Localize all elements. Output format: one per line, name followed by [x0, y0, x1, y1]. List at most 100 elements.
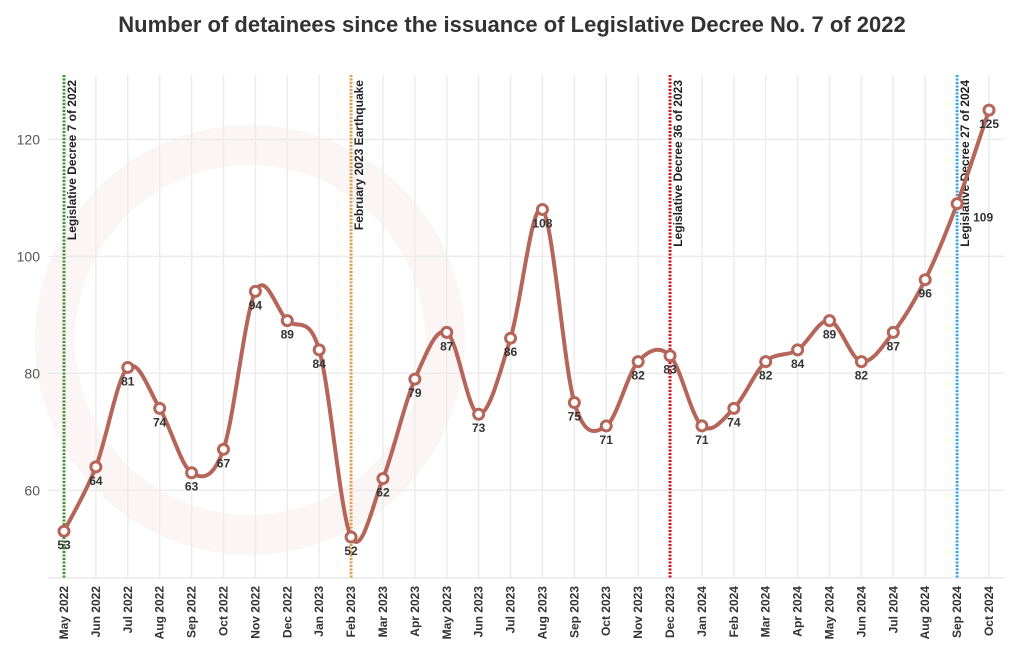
data-label: 125 [979, 117, 999, 131]
data-label: 87 [440, 339, 454, 353]
data-point [535, 203, 549, 217]
data-label: 62 [376, 486, 390, 500]
data-label: 71 [695, 433, 709, 447]
data-label: 63 [185, 480, 199, 494]
data-point [791, 343, 805, 357]
x-tick-label: Feb 2024 [727, 586, 741, 638]
y-tick-label: 80 [24, 365, 40, 381]
data-label: 87 [887, 339, 901, 353]
x-tick-label: Mar 2023 [376, 586, 390, 638]
data-point [280, 314, 294, 328]
data-point [918, 273, 932, 287]
data-label: 82 [631, 369, 645, 383]
data-label: 74 [727, 415, 741, 429]
chart-title: Number of detainees since the issuance o… [118, 12, 906, 37]
x-tick-label: Sep 2023 [567, 586, 581, 638]
x-tick-label: Jul 2022 [121, 586, 135, 634]
x-tick-label: Oct 2023 [599, 586, 613, 636]
x-tick-label: Jul 2023 [504, 586, 518, 634]
data-label: 83 [663, 363, 677, 377]
data-point [248, 284, 262, 298]
data-label: 64 [89, 474, 103, 488]
data-point [216, 442, 230, 456]
data-point [759, 355, 773, 369]
y-tick-label: 100 [17, 248, 41, 264]
x-tick-label: Oct 2022 [216, 586, 230, 636]
data-point [567, 396, 581, 410]
data-label: 89 [281, 328, 295, 342]
y-tick-label: 60 [24, 482, 40, 498]
data-point [504, 331, 518, 345]
event-label: February 2023 Earthquake [352, 80, 366, 230]
x-tick-label: Jul 2024 [886, 586, 900, 634]
data-label: 94 [249, 298, 263, 312]
x-tick-label: Sep 2024 [950, 586, 964, 638]
x-tick-label: Feb 2023 [344, 586, 358, 638]
data-label: 109 [973, 211, 993, 225]
data-label: 79 [408, 386, 422, 400]
data-label: 89 [823, 328, 837, 342]
data-point [57, 524, 71, 538]
data-label: 96 [919, 287, 933, 301]
data-label: 52 [344, 544, 358, 558]
data-point [631, 355, 645, 369]
data-point [472, 407, 486, 421]
event-label: Legislative Decree 36 of 2023 [671, 80, 685, 247]
x-tick-label: Apr 2023 [408, 586, 422, 637]
x-tick-label: Jan 2023 [312, 586, 326, 637]
data-label: 84 [312, 357, 326, 371]
data-point [121, 360, 135, 374]
x-tick-label: Jan 2024 [695, 586, 709, 637]
event-label: Legislative Decree 7 of 2022 [65, 80, 79, 240]
data-point [823, 314, 837, 328]
data-point [312, 343, 326, 357]
x-tick-label: Aug 2023 [535, 586, 549, 640]
data-point [376, 472, 390, 486]
x-tick-label: Mar 2024 [759, 586, 773, 638]
x-tick-label: Sep 2022 [185, 586, 199, 638]
data-point [854, 355, 868, 369]
data-label: 82 [759, 369, 773, 383]
data-point [153, 401, 167, 415]
x-tick-label: Jun 2024 [854, 586, 868, 638]
data-label: 71 [600, 433, 614, 447]
x-tick-label: Apr 2024 [791, 586, 805, 637]
x-tick-label: May 2024 [823, 586, 837, 640]
data-label: 108 [532, 217, 552, 231]
x-tick-label: Jun 2023 [472, 586, 486, 638]
x-tick-label: May 2022 [57, 586, 71, 640]
x-tick-label: Nov 2022 [248, 586, 262, 639]
x-tick-label: May 2023 [440, 586, 454, 640]
data-label: 86 [504, 345, 518, 359]
data-point [695, 419, 709, 433]
data-point [982, 103, 996, 117]
data-point [408, 372, 422, 386]
x-tick-label: Aug 2024 [918, 586, 932, 640]
data-point [950, 197, 964, 211]
data-label: 73 [472, 421, 486, 435]
data-point [886, 325, 900, 339]
data-label: 74 [153, 415, 167, 429]
watermark-circle [35, 125, 465, 555]
data-point [89, 460, 103, 474]
x-tick-label: Nov 2023 [631, 586, 645, 639]
x-tick-label: Dec 2022 [280, 586, 294, 638]
data-label: 67 [217, 456, 231, 470]
data-point [185, 466, 199, 480]
data-label: 82 [855, 369, 869, 383]
data-label: 81 [121, 374, 135, 388]
x-tick-label: Dec 2023 [663, 586, 677, 638]
data-point [440, 325, 454, 339]
series-line [62, 109, 991, 544]
data-point [663, 349, 677, 363]
x-tick-label: Aug 2022 [153, 586, 167, 640]
data-label: 75 [568, 410, 582, 424]
x-tick-label: Jun 2022 [89, 586, 103, 638]
data-label: 53 [57, 538, 71, 552]
data-point [727, 401, 741, 415]
y-tick-label: 120 [17, 131, 41, 147]
data-point [599, 419, 613, 433]
data-point [344, 530, 358, 544]
